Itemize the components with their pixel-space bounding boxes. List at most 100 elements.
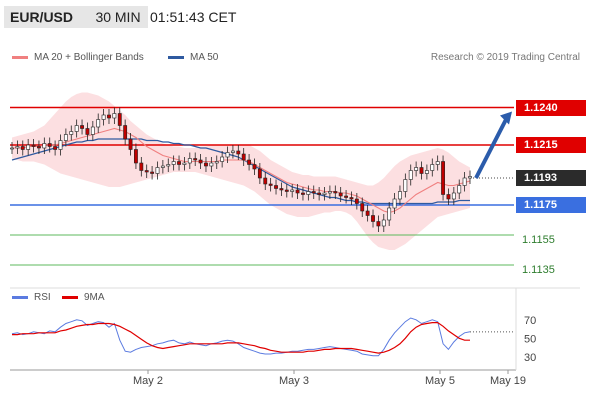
candle-body <box>26 144 31 150</box>
candle-body <box>225 152 230 158</box>
chart-header: EUR/USD 30 MIN 01:51:43 CET <box>0 0 590 36</box>
candle-body <box>333 191 338 194</box>
candle-body <box>322 192 327 195</box>
candle-body <box>96 119 101 128</box>
candle-body <box>128 138 133 150</box>
candle-body <box>403 179 408 192</box>
ma20-line <box>12 127 471 214</box>
candle-body <box>274 185 278 189</box>
rsi-tick-label: 70 <box>524 315 536 327</box>
candle-body <box>451 192 456 200</box>
candle-body <box>371 215 375 222</box>
candle-body <box>344 195 348 198</box>
candle-body <box>252 164 257 170</box>
candle-body <box>441 161 445 195</box>
candle-body <box>42 143 47 149</box>
candle-body <box>107 114 111 119</box>
x-tick-label: May 2 <box>133 375 163 387</box>
level-label-resistance: 1.1215 <box>516 137 586 153</box>
candle-body <box>430 164 435 171</box>
ma50-legend-label: MA 50 <box>190 52 219 63</box>
rsi-swatch <box>12 295 28 299</box>
candle-body <box>134 149 138 164</box>
forecast-arrow-shaft <box>474 118 508 179</box>
level-label-current: 1.1193 <box>516 170 586 186</box>
candle-body <box>381 219 386 227</box>
candle-body <box>279 188 284 191</box>
candle-body <box>468 176 472 179</box>
candle-body <box>306 191 311 195</box>
candle-body <box>408 170 413 180</box>
candle-body <box>295 189 300 194</box>
candle-body <box>392 198 397 209</box>
candle-body <box>284 189 289 192</box>
candle-body <box>69 131 74 135</box>
timeframe-label[interactable]: 30 MIN <box>88 6 148 28</box>
candle-body <box>37 146 41 149</box>
rsi-line <box>11 317 471 357</box>
level-label-support: 1.1135 <box>522 264 555 276</box>
candle-body <box>155 167 160 174</box>
candle-body <box>290 189 295 192</box>
candle-body <box>198 159 203 164</box>
candle-body <box>10 147 14 150</box>
candle-body <box>193 158 198 161</box>
candle-body <box>85 128 90 135</box>
candle-body <box>204 162 208 167</box>
legend-ma50: MA 50 <box>168 52 218 63</box>
candle-body <box>435 161 440 165</box>
rsi-tick-label: 30 <box>524 352 536 364</box>
candle-body <box>31 144 36 147</box>
candle-body <box>349 197 354 200</box>
candle-body <box>354 198 359 204</box>
candle-body <box>101 114 106 120</box>
candle-body <box>166 164 171 167</box>
candle-body <box>117 113 122 126</box>
candle-body <box>365 210 370 216</box>
candle-body <box>80 125 84 129</box>
candle-body <box>414 167 419 171</box>
candle-body <box>301 192 305 195</box>
credit-text: Research © 2019 Trading Central <box>430 52 580 63</box>
candle-body <box>311 191 316 194</box>
candle-body <box>446 194 451 200</box>
candle-body <box>187 158 192 164</box>
candle-body <box>171 161 176 165</box>
ma50-swatch <box>168 55 184 59</box>
candle-body <box>338 192 343 197</box>
candle-body <box>58 140 63 150</box>
candle-body <box>387 207 392 221</box>
candle-body <box>182 162 187 165</box>
candle-body <box>376 221 381 227</box>
candle-body <box>74 125 79 132</box>
candle-body <box>268 183 273 186</box>
candle-body <box>462 177 467 186</box>
x-tick-label: May 19 <box>490 375 526 387</box>
rsi-legend-label: RSI <box>34 292 51 303</box>
x-tick-label: May 3 <box>279 375 309 387</box>
candle-body <box>247 159 251 165</box>
candle-body <box>53 146 58 150</box>
x-tick-label: May 5 <box>425 375 455 387</box>
candle-body <box>220 156 225 162</box>
level-label-pivot: 1.1175 <box>516 197 586 213</box>
legend-rsi: RSI <box>12 292 51 303</box>
rsi-ma-swatch <box>62 295 78 299</box>
level-label-support: 1.1155 <box>522 234 555 246</box>
candle-body <box>231 150 235 153</box>
candle-body <box>457 185 462 194</box>
candle-body <box>236 150 241 155</box>
candle-body <box>47 143 52 147</box>
candle-body <box>419 167 424 174</box>
instrument-label: EUR/USD <box>4 6 90 28</box>
candle-body <box>160 165 165 168</box>
candle-body <box>139 162 144 171</box>
candle-body <box>144 170 149 173</box>
bollinger-band <box>12 92 470 250</box>
candle-body <box>360 203 365 212</box>
candle-body <box>327 191 332 194</box>
rsi-ma-line <box>12 322 470 354</box>
candle-body <box>123 125 128 140</box>
candle-body <box>112 113 117 119</box>
